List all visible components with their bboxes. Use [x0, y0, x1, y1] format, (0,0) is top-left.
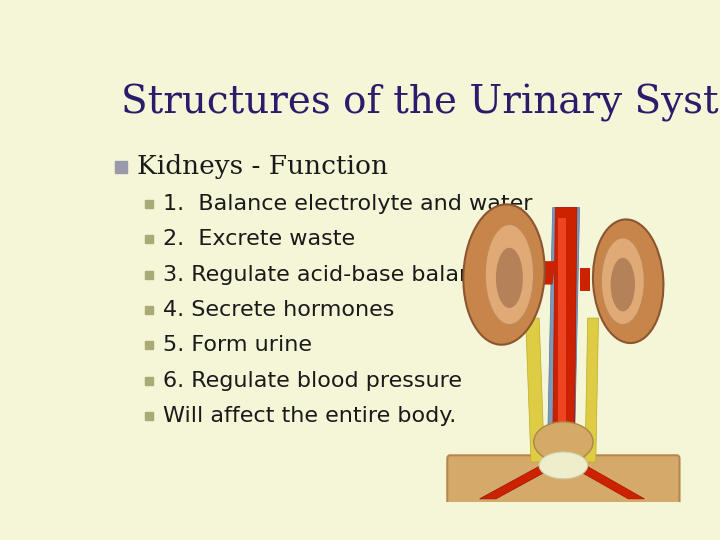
Text: 5. Form urine: 5. Form urine — [163, 335, 312, 355]
Text: Will affect the entire body.: Will affect the entire body. — [163, 406, 456, 426]
Ellipse shape — [593, 219, 663, 343]
Polygon shape — [558, 218, 566, 452]
Text: Kidneys - Function: Kidneys - Function — [138, 154, 388, 179]
Polygon shape — [547, 207, 580, 462]
Ellipse shape — [485, 224, 534, 325]
Ellipse shape — [464, 204, 544, 345]
Ellipse shape — [601, 238, 644, 325]
Ellipse shape — [611, 258, 635, 312]
Text: 3. Regulate acid-base balance: 3. Regulate acid-base balance — [163, 265, 498, 285]
FancyBboxPatch shape — [447, 455, 680, 505]
Polygon shape — [553, 207, 577, 462]
Polygon shape — [526, 318, 544, 462]
Polygon shape — [480, 462, 563, 499]
Polygon shape — [580, 268, 590, 291]
Text: 4. Secrete hormones: 4. Secrete hormones — [163, 300, 394, 320]
Polygon shape — [480, 462, 563, 499]
Polygon shape — [541, 261, 555, 285]
Polygon shape — [585, 318, 598, 462]
Polygon shape — [563, 462, 644, 499]
Ellipse shape — [534, 422, 593, 462]
Text: Structures of the Urinary System: Structures of the Urinary System — [121, 84, 720, 122]
Text: 2.  Excrete waste: 2. Excrete waste — [163, 230, 355, 249]
Text: 6. Regulate blood pressure: 6. Regulate blood pressure — [163, 371, 462, 391]
Ellipse shape — [496, 248, 523, 308]
Ellipse shape — [539, 452, 588, 479]
Text: 1.  Balance electrolyte and water: 1. Balance electrolyte and water — [163, 194, 532, 214]
